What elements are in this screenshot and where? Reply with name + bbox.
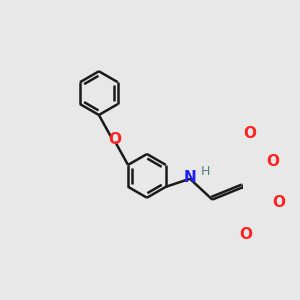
Text: H: H [200,165,210,178]
Text: O: O [266,154,279,169]
Text: O: O [272,195,285,210]
Text: O: O [239,226,252,242]
Text: O: O [108,133,121,148]
Text: O: O [244,126,256,141]
Text: N: N [184,170,196,185]
